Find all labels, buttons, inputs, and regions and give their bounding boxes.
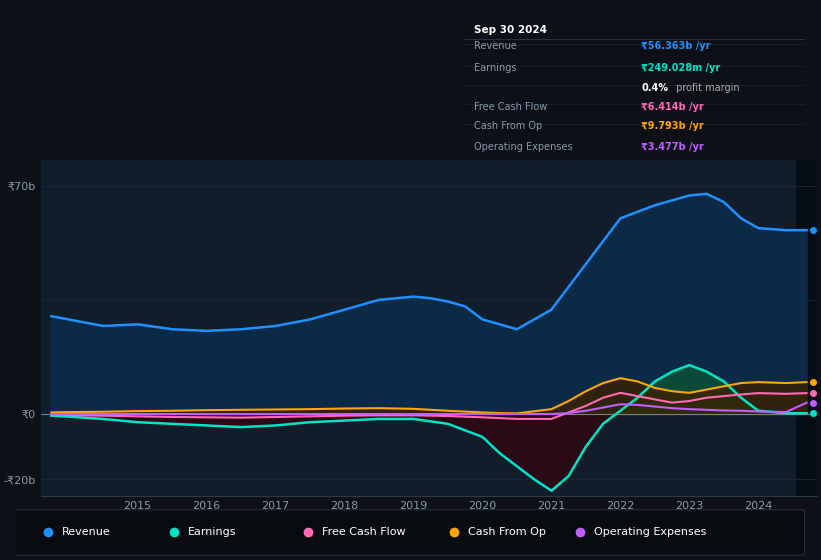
Text: Revenue: Revenue bbox=[474, 41, 517, 52]
Text: ₹3.477b /yr: ₹3.477b /yr bbox=[641, 142, 704, 152]
Text: Revenue: Revenue bbox=[62, 527, 111, 537]
Text: Earnings: Earnings bbox=[474, 63, 516, 73]
Text: ₹6.414b /yr: ₹6.414b /yr bbox=[641, 102, 704, 112]
Text: Sep 30 2024: Sep 30 2024 bbox=[474, 25, 547, 35]
Text: 0.4%: 0.4% bbox=[641, 82, 668, 92]
Bar bbox=[796, 160, 817, 496]
Text: Operating Expenses: Operating Expenses bbox=[474, 142, 573, 152]
Text: ₹9.793b /yr: ₹9.793b /yr bbox=[641, 121, 704, 131]
Text: Operating Expenses: Operating Expenses bbox=[594, 527, 707, 537]
Text: Cash From Op: Cash From Op bbox=[474, 121, 543, 131]
Text: ₹56.363b /yr: ₹56.363b /yr bbox=[641, 41, 710, 52]
Text: profit margin: profit margin bbox=[673, 82, 740, 92]
Text: Free Cash Flow: Free Cash Flow bbox=[322, 527, 406, 537]
FancyBboxPatch shape bbox=[8, 510, 805, 555]
Text: ₹249.028m /yr: ₹249.028m /yr bbox=[641, 63, 720, 73]
Text: Free Cash Flow: Free Cash Flow bbox=[474, 102, 548, 112]
Text: Cash From Op: Cash From Op bbox=[468, 527, 546, 537]
Text: Earnings: Earnings bbox=[188, 527, 236, 537]
